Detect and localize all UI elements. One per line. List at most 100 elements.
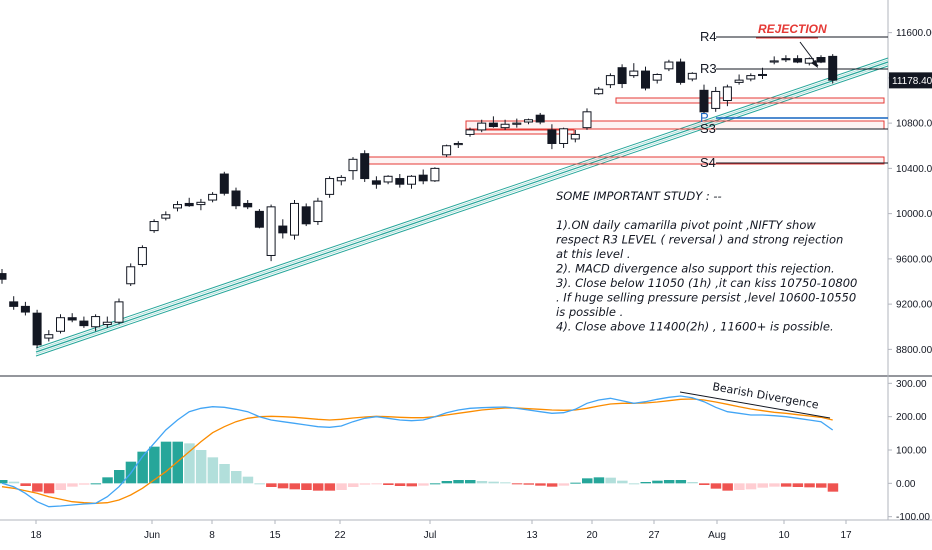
macd-histogram-bar	[371, 483, 382, 485]
candle-body	[500, 123, 510, 129]
candle-body	[828, 55, 838, 81]
candle	[465, 127, 475, 137]
candle	[407, 175, 416, 189]
macd-histogram-bar	[745, 483, 757, 490]
macd-histogram-bar	[359, 483, 371, 485]
time-tick-label: Jun	[144, 530, 160, 541]
macd-histogram-bar	[324, 483, 336, 491]
macd-histogram-bar	[593, 477, 605, 484]
candle-body	[687, 72, 697, 80]
candle	[371, 176, 381, 189]
macd-histogram-bar	[488, 481, 499, 484]
candle-body	[816, 57, 826, 63]
macd-histogram-bar	[699, 483, 710, 485]
candle	[477, 119, 487, 133]
time-tick-label: 10	[778, 530, 790, 541]
candle	[20, 301, 30, 316]
time-tick-label: 13	[526, 530, 538, 541]
candle	[301, 203, 311, 227]
candle	[559, 127, 569, 149]
candle	[219, 171, 229, 196]
candle-body	[290, 202, 299, 236]
rejection-arrowhead	[811, 60, 818, 68]
candle-body	[254, 210, 264, 228]
candle	[278, 219, 288, 239]
macd-histogram-bar	[20, 483, 31, 486]
macd-histogram-bar	[114, 470, 125, 484]
candle-body	[453, 142, 463, 146]
candle-body	[781, 58, 791, 61]
candle-body	[278, 225, 288, 234]
candle	[196, 198, 206, 211]
candle	[149, 219, 159, 233]
candle-body	[243, 202, 253, 208]
macd-tick-label: 300.00	[896, 379, 927, 390]
candle	[442, 144, 452, 158]
candle	[500, 119, 510, 130]
candle	[254, 209, 264, 229]
candle	[231, 187, 241, 210]
candle	[816, 55, 826, 64]
candle-body	[208, 193, 218, 201]
candle-body	[91, 316, 101, 328]
candle	[453, 141, 463, 149]
macd-histogram-bar	[511, 483, 523, 485]
candle	[395, 174, 405, 188]
macd-tick-label: 0.00	[896, 479, 916, 490]
candle	[325, 176, 335, 198]
divergence-line	[679, 391, 831, 419]
macd-histogram-bar	[43, 483, 55, 494]
level-label-r3: R3	[700, 61, 717, 76]
candle-body	[184, 202, 194, 207]
macd-histogram-bar	[687, 482, 698, 484]
candle	[664, 59, 674, 72]
macd-histogram-bar	[406, 483, 417, 487]
macd-histogram-bar	[336, 483, 347, 490]
macd-histogram-bar	[312, 483, 324, 491]
time-tick-label: 18	[30, 530, 42, 541]
note-line: 3). Close below 11050 (1h) ,it can kiss …	[556, 276, 857, 290]
candle	[290, 200, 299, 240]
level-label-s4: S4	[700, 155, 716, 170]
candle	[699, 84, 709, 115]
candle	[44, 330, 54, 342]
macd-histogram-bar	[734, 483, 745, 490]
candle	[804, 57, 814, 66]
candle	[594, 86, 604, 95]
candle	[793, 55, 803, 64]
candle-body	[734, 79, 744, 83]
macd-histogram-bar	[55, 483, 66, 490]
macd-histogram-bar	[219, 464, 230, 484]
macd-tick-label: 100.00	[896, 446, 927, 457]
candle	[524, 118, 533, 125]
candle	[828, 54, 838, 84]
macd-histogram-bar	[0, 480, 8, 484]
candle	[102, 316, 112, 328]
candle	[781, 55, 791, 63]
candle-body	[442, 145, 452, 156]
candle	[535, 112, 545, 125]
candle-body	[465, 129, 475, 135]
macd-histogram-bar	[67, 483, 78, 487]
candle-body	[758, 73, 767, 76]
macd-histogram-bar	[523, 483, 534, 485]
candle-body	[137, 247, 147, 266]
candle	[418, 169, 428, 185]
macd-histogram-bar	[476, 481, 488, 484]
price-tick-label: 10400.00	[896, 164, 932, 175]
macd-histogram-bar	[663, 480, 675, 484]
trendline	[35, 61, 889, 353]
macd-histogram-bar	[441, 481, 453, 484]
time-tick-label: 22	[334, 530, 346, 541]
time-tick-label: Aug	[708, 530, 726, 541]
candle	[336, 175, 346, 186]
candle-body	[722, 86, 732, 102]
macd-histogram-bar	[582, 478, 593, 484]
candle-body	[488, 122, 498, 128]
macd-histogram-bar	[535, 483, 546, 486]
macd-histogram-bar	[804, 483, 815, 488]
macd-histogram-bar	[418, 483, 429, 486]
macd-histogram-bar	[640, 482, 651, 484]
note-line: is possible .	[556, 305, 623, 319]
